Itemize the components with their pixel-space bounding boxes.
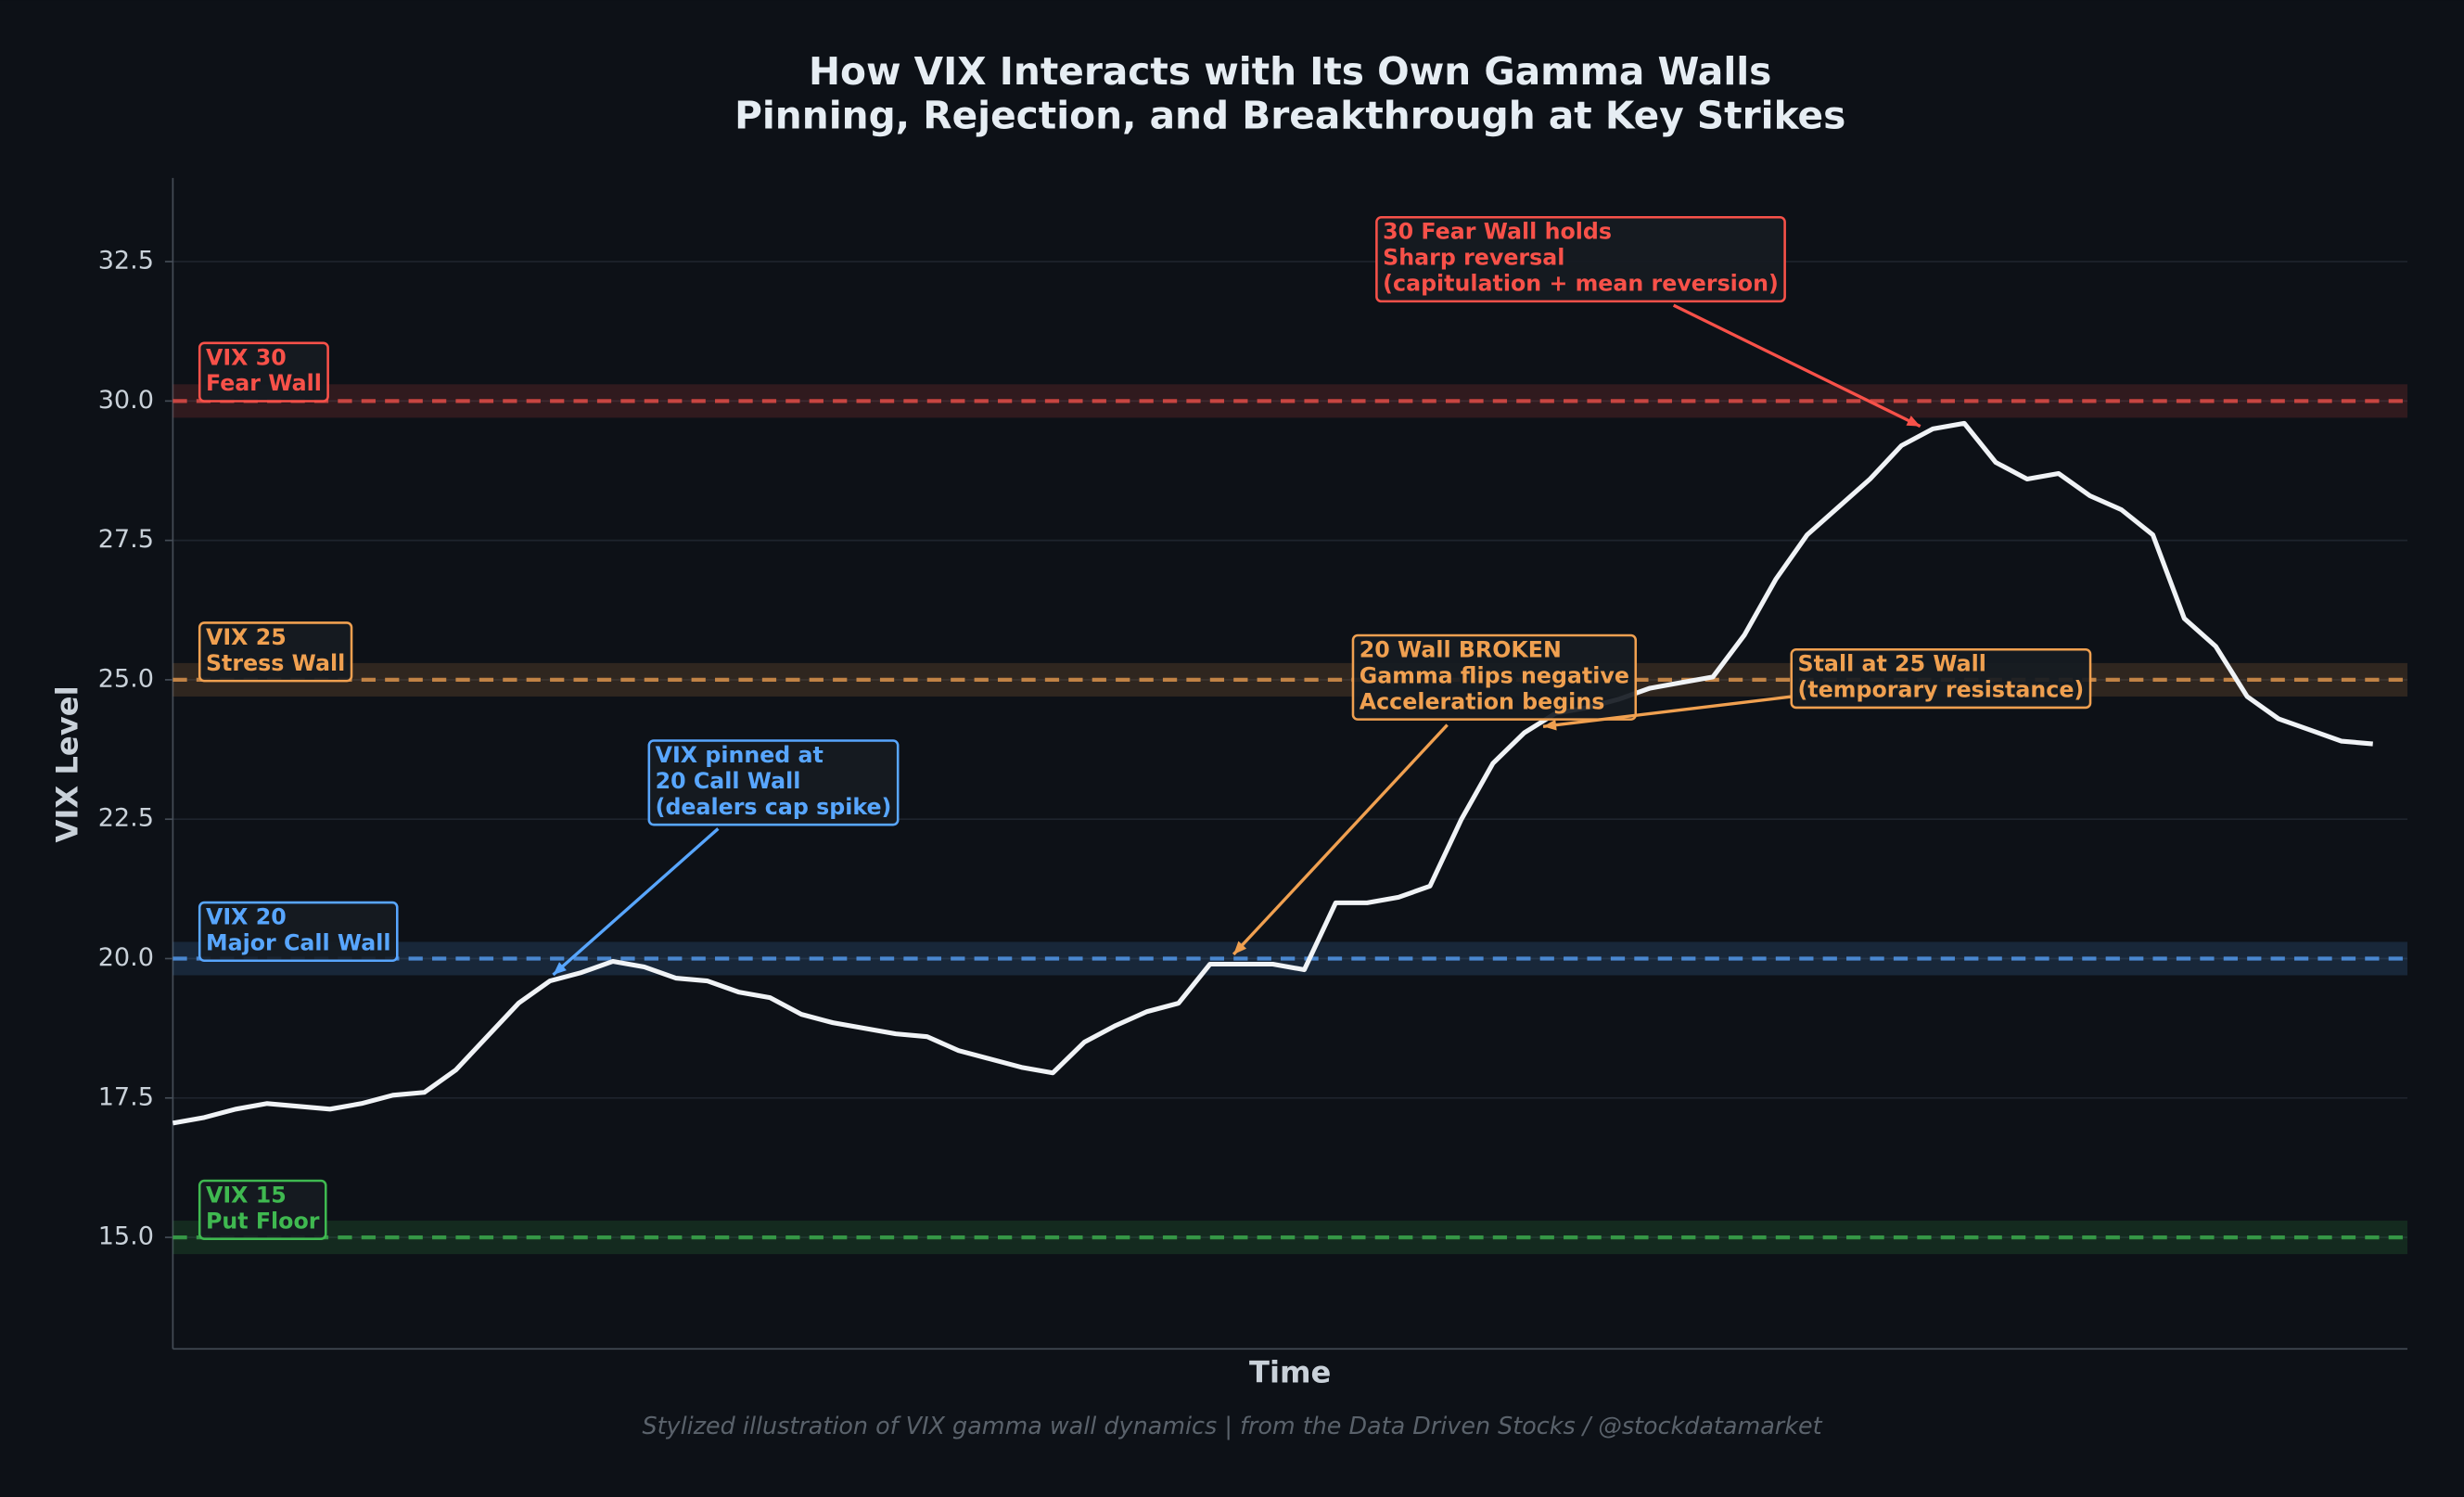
y-tick-label: 27.5 bbox=[98, 525, 154, 554]
wall-label-box bbox=[198, 901, 399, 963]
annotation-box bbox=[1375, 215, 1786, 303]
y-tick-label: 22.5 bbox=[98, 804, 154, 833]
wall-label-box bbox=[198, 341, 329, 403]
annotation-box bbox=[1351, 633, 1638, 721]
x-axis-label: Time bbox=[1249, 1354, 1331, 1389]
wall-label-box bbox=[198, 621, 353, 683]
wall-label-text: Major Call Wall bbox=[206, 929, 391, 955]
annotation-arrow bbox=[1542, 695, 1792, 728]
vix-line bbox=[172, 420, 2373, 1126]
footnote: Stylized illustration of VIX gamma wall … bbox=[642, 1412, 1822, 1439]
annotation-text: Acceleration begins bbox=[1360, 688, 1605, 714]
annotation-text: 30 Fear Wall holds bbox=[1383, 219, 1612, 245]
annotation-text: Gamma flips negative bbox=[1360, 662, 1629, 688]
wall-label-text: VIX 15 bbox=[206, 1182, 287, 1208]
y-tick-label: 32.5 bbox=[98, 247, 154, 275]
wall-label-text: Stress Wall bbox=[206, 650, 345, 676]
chart-title: How VIX Interacts with Its Own Gamma Wal… bbox=[809, 49, 1771, 94]
wall-label-text: VIX 25 bbox=[206, 624, 287, 650]
wall-label-text: Put Floor bbox=[206, 1208, 320, 1234]
annotation-text: Stall at 25 Wall bbox=[1798, 651, 1986, 677]
annotation-text: Sharp reversal bbox=[1383, 245, 1564, 271]
annotation-text: VIX pinned at bbox=[656, 742, 823, 768]
annotation-arrowhead bbox=[553, 962, 567, 976]
annotation-arrow bbox=[1232, 723, 1449, 956]
wall-label-box bbox=[198, 1179, 327, 1240]
y-axis-label: VIX Level bbox=[50, 685, 85, 842]
annotation-box bbox=[1790, 647, 2092, 710]
annotation-text: 20 Call Wall bbox=[656, 768, 801, 794]
annotation-arrowhead bbox=[1233, 940, 1247, 954]
y-tick-label: 17.5 bbox=[98, 1082, 154, 1111]
y-tick-label: 20.0 bbox=[98, 943, 154, 972]
chart-subtitle: Pinning, Rejection, and Breakthrough at … bbox=[734, 93, 1845, 137]
annotation-arrowhead bbox=[1543, 719, 1557, 731]
annotation-arrow bbox=[1672, 303, 1921, 429]
wall-label-text: VIX 20 bbox=[206, 904, 287, 930]
annotation-arrowhead bbox=[1906, 416, 1921, 427]
wall-label-text: VIX 30 bbox=[206, 344, 287, 370]
annotation-text: (capitulation + mean reversion) bbox=[1383, 271, 1779, 297]
annotation-box bbox=[647, 739, 900, 826]
annotation-text: 20 Wall BROKEN bbox=[1360, 636, 1562, 662]
y-tick-label: 25.0 bbox=[98, 664, 154, 693]
annotation-text: (temporary resistance) bbox=[1798, 677, 2085, 703]
wall-label-text: Fear Wall bbox=[206, 370, 322, 396]
annotation: Stall at 25 Wall(temporary resistance) bbox=[1790, 647, 2092, 710]
annotation-arrow bbox=[552, 827, 720, 977]
y-tick-label: 30.0 bbox=[98, 386, 154, 415]
y-tick-label: 15.0 bbox=[98, 1222, 154, 1251]
annotation-text: (dealers cap spike) bbox=[656, 794, 892, 820]
